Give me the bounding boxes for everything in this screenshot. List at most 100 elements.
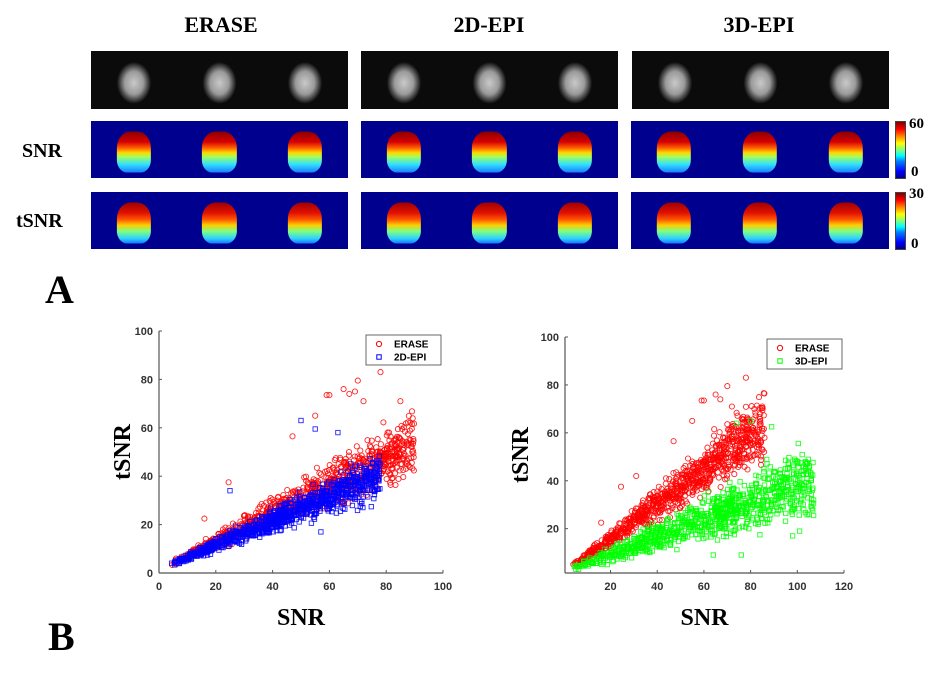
data-point	[695, 536, 701, 542]
data-point	[367, 465, 374, 471]
data-point	[340, 505, 346, 511]
data-point	[316, 485, 323, 491]
data-point	[293, 516, 299, 523]
data-point	[696, 466, 703, 473]
data-point	[715, 474, 722, 481]
data-point	[257, 523, 263, 529]
data-point	[728, 495, 734, 501]
data-point	[658, 543, 664, 549]
data-point	[310, 481, 316, 488]
data-point	[353, 479, 359, 486]
data-point	[385, 453, 392, 460]
data-point	[290, 507, 296, 513]
data-point	[662, 497, 669, 504]
data-point	[754, 437, 761, 445]
data-point	[740, 491, 746, 497]
data-point	[716, 447, 724, 454]
data-point	[619, 525, 626, 533]
data-point	[756, 493, 762, 499]
data-point	[758, 515, 765, 521]
data-point	[780, 504, 787, 510]
data-point	[741, 500, 747, 506]
data-point	[278, 503, 284, 509]
data-point	[764, 516, 771, 523]
data-point	[704, 513, 711, 519]
brain-colormap	[202, 202, 237, 244]
data-point	[701, 493, 707, 499]
x-tick-label: 100	[434, 581, 452, 593]
legend-box	[766, 338, 843, 370]
brain-slice	[91, 192, 177, 249]
data-point	[670, 438, 677, 445]
data-point	[671, 530, 677, 537]
data-point	[678, 529, 685, 536]
data-point	[312, 426, 318, 432]
data-point	[652, 504, 659, 511]
data-point	[370, 459, 376, 466]
data-point	[726, 442, 733, 450]
data-point	[709, 500, 715, 506]
data-point	[335, 484, 341, 490]
data-point	[727, 507, 734, 513]
data-point	[662, 480, 669, 487]
data-point	[705, 524, 712, 530]
data-point	[265, 530, 271, 536]
data-point	[689, 491, 696, 498]
data-point	[740, 413, 747, 420]
brain-colormap	[828, 131, 864, 173]
data-point	[722, 525, 729, 531]
data-point	[739, 523, 746, 529]
data-point	[275, 494, 282, 501]
data-point	[809, 505, 815, 511]
data-point	[732, 515, 738, 521]
data-point	[810, 459, 816, 466]
data-point	[408, 408, 416, 415]
data-point	[256, 517, 263, 524]
brain-slice	[91, 51, 178, 109]
data-point	[668, 537, 674, 543]
brain-slice	[91, 121, 177, 178]
y-tick-label: 20	[547, 524, 559, 536]
data-point	[410, 450, 417, 457]
data-point	[334, 501, 341, 508]
data-point	[172, 562, 178, 568]
snr-map-3d-epi	[631, 121, 889, 178]
data-point	[723, 436, 730, 444]
data-point	[707, 519, 713, 525]
data-point	[645, 532, 651, 538]
data-point	[725, 463, 733, 470]
data-point	[368, 504, 374, 510]
data-point	[748, 482, 755, 489]
data-point	[188, 556, 194, 563]
brain-slice	[803, 51, 889, 109]
tsnr-colorbar	[895, 192, 906, 250]
data-point	[746, 499, 752, 505]
data-point	[667, 501, 674, 508]
data-point	[746, 453, 753, 460]
data-point	[716, 429, 723, 436]
data-point	[754, 441, 762, 448]
data-point	[291, 508, 297, 514]
data-point	[625, 543, 631, 550]
data-point	[356, 454, 363, 461]
data-point	[774, 511, 780, 517]
data-point	[598, 519, 605, 526]
x-tick-label: 40	[651, 581, 663, 593]
data-point	[761, 507, 767, 513]
data-point	[210, 544, 216, 551]
data-point	[240, 512, 248, 520]
data-point	[664, 533, 670, 540]
data-point	[311, 514, 317, 521]
brain-colormap	[828, 202, 864, 244]
data-point	[733, 420, 740, 426]
data-point	[804, 495, 811, 501]
data-point	[729, 494, 736, 500]
data-point	[684, 468, 691, 475]
data-point	[758, 456, 765, 463]
data-point	[650, 521, 656, 527]
data-point	[349, 502, 356, 509]
data-point	[757, 532, 763, 538]
data-point	[737, 444, 744, 451]
data-point	[675, 500, 682, 507]
data-point	[585, 561, 591, 567]
